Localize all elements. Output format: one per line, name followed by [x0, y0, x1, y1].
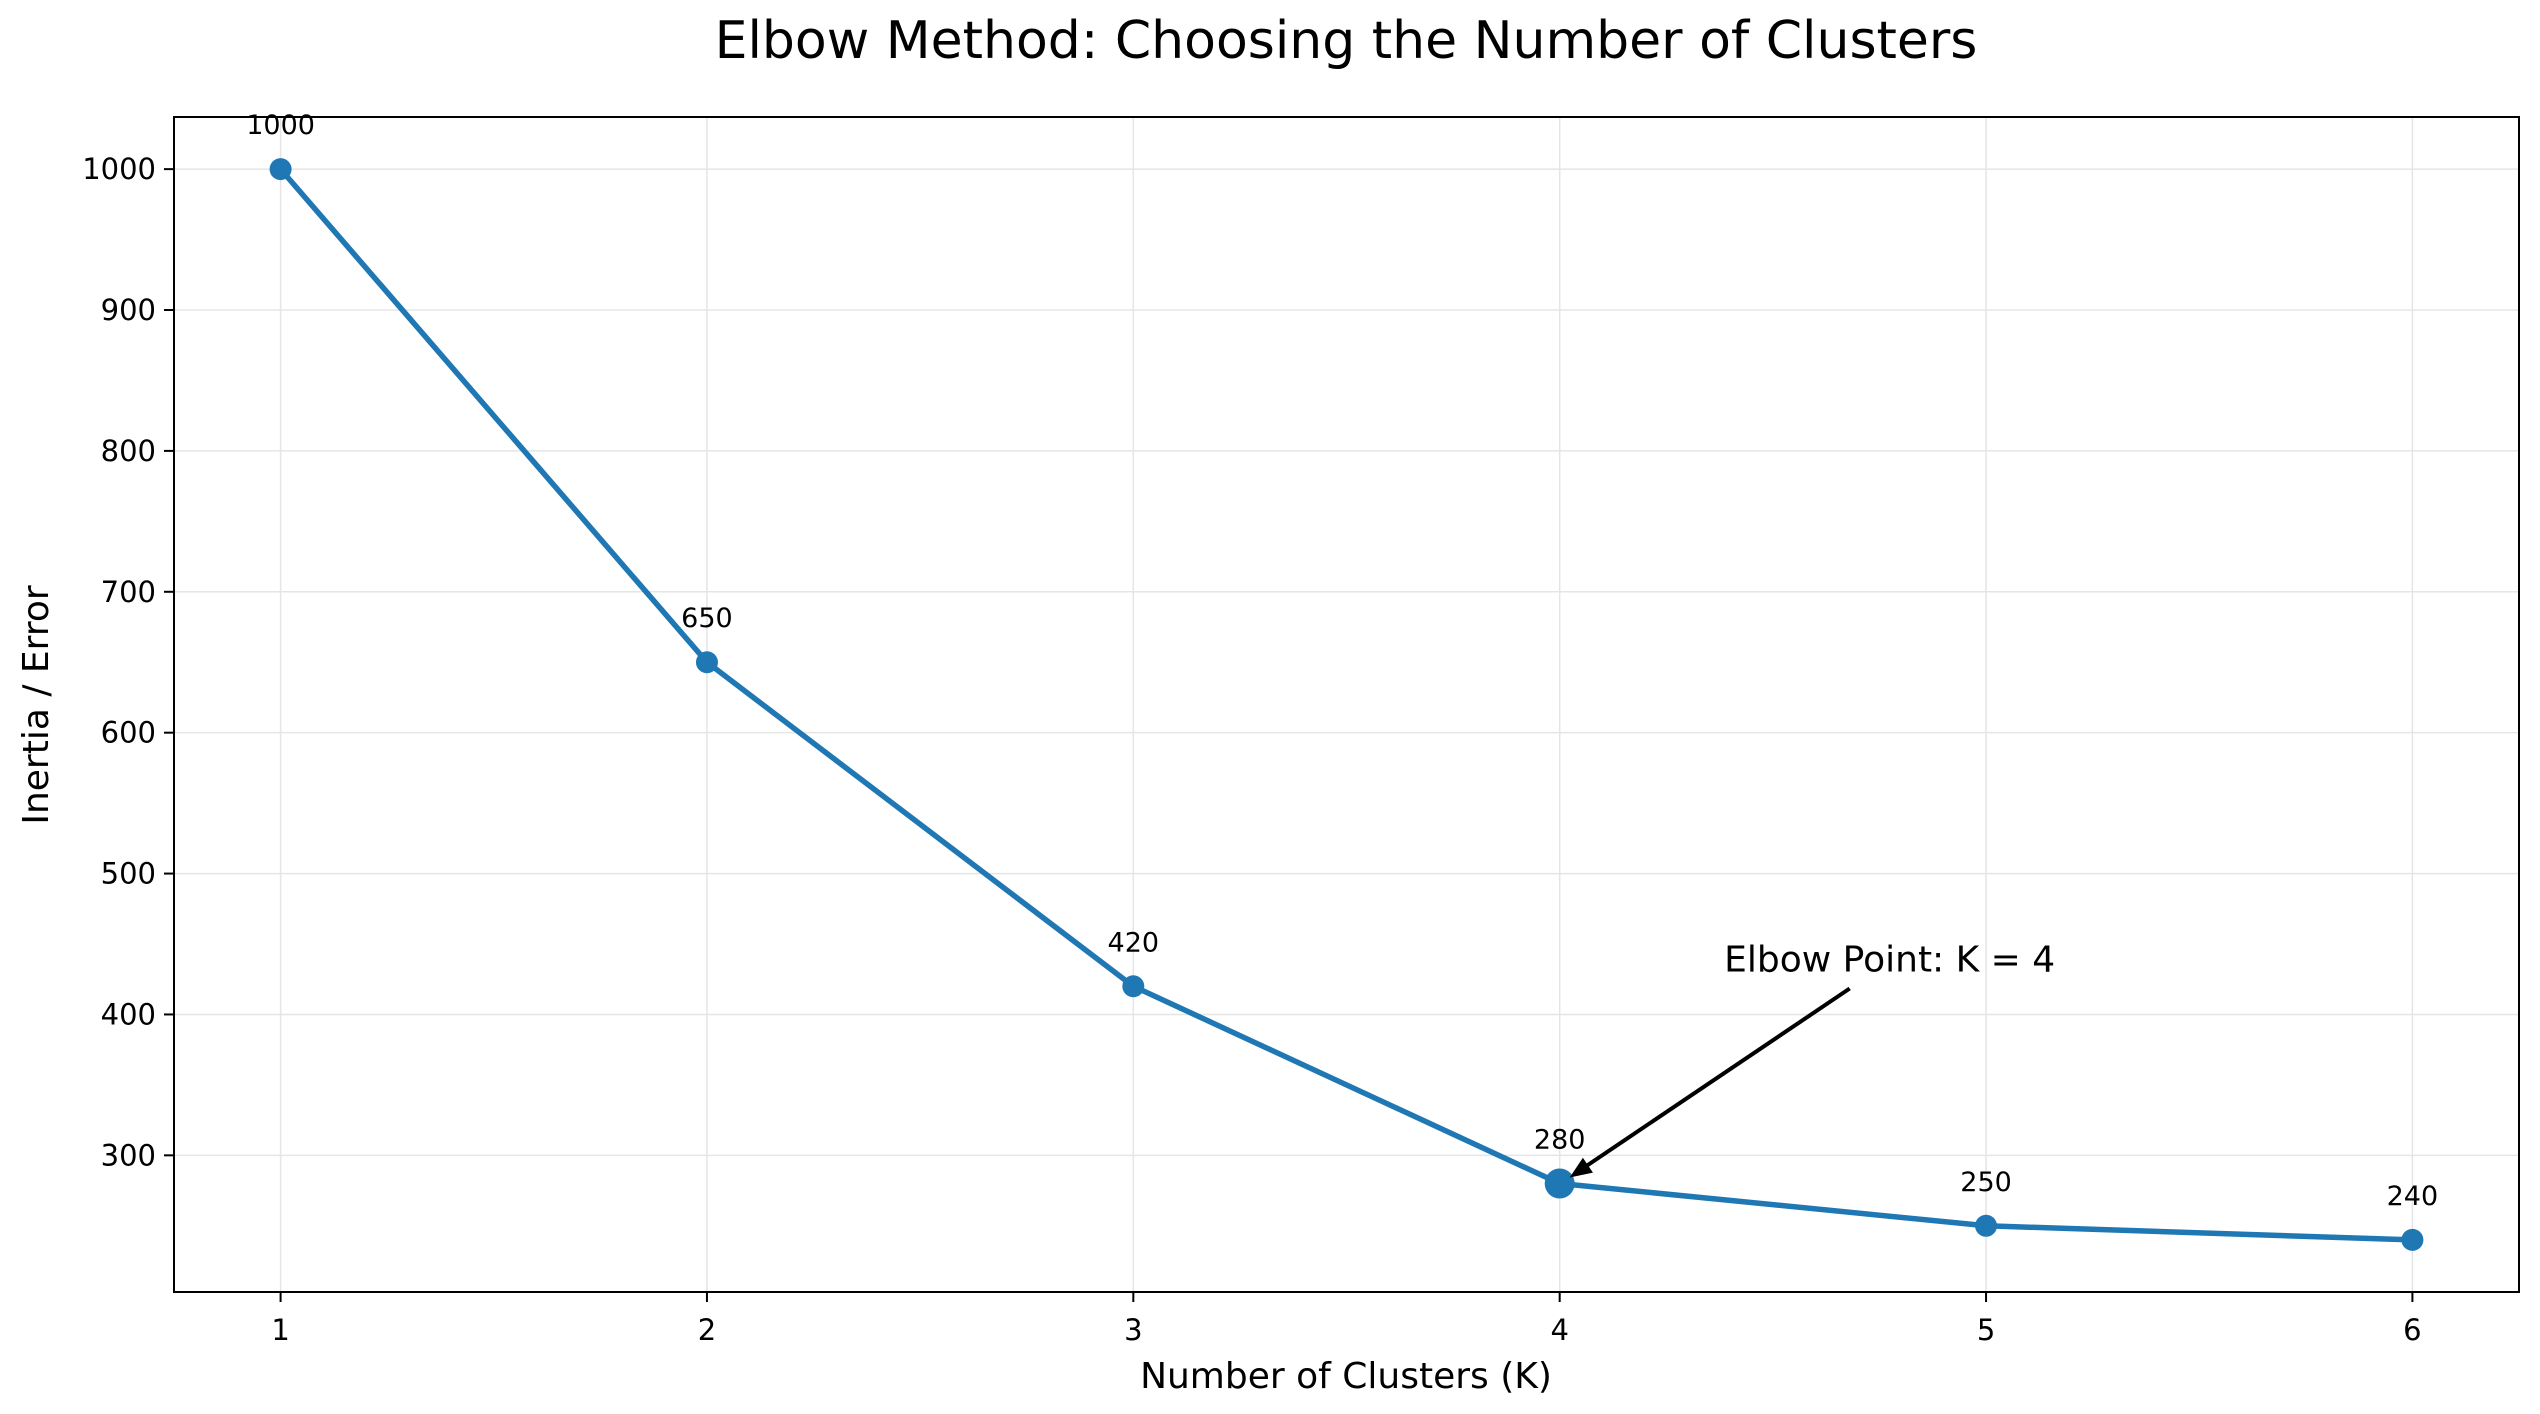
data-point [2401, 1228, 2424, 1251]
y-axis-label: Inertia / Error [16, 585, 57, 825]
chart-title: Elbow Method: Choosing the Number of Clu… [715, 11, 1978, 71]
data-point [695, 651, 718, 674]
x-tick-label: 6 [2403, 1313, 2421, 1347]
x-tick-label: 5 [1977, 1313, 1995, 1347]
data-label: 420 [1108, 927, 1160, 958]
x-axis-label: Number of Clusters (K) [1140, 1356, 1552, 1397]
grid-lines [174, 117, 2519, 1292]
series-layer [269, 158, 2424, 1251]
y-tick-label: 500 [101, 857, 156, 891]
series-line [277, 166, 2416, 1243]
plot-frame [173, 116, 2520, 1293]
annotation-layer: Elbow Point: K = 4 [1569, 940, 2055, 1178]
x-tick-label: 2 [698, 1313, 716, 1347]
data-point [269, 158, 292, 181]
data-label: 240 [2387, 1181, 2439, 1212]
data-label: 250 [1960, 1167, 2012, 1198]
y-tick-label: 400 [101, 997, 156, 1031]
y-tick-label: 800 [101, 434, 156, 468]
annotation-arrow-head [1569, 1157, 1593, 1178]
data-label: 280 [1534, 1125, 1586, 1156]
y-tick-label: 600 [101, 716, 156, 750]
data-point [1975, 1214, 1998, 1237]
data-labels: 1000 650 420 280 250 240 [246, 110, 2438, 1212]
y-tick-label: 900 [101, 293, 156, 327]
y-tick-label: 700 [101, 575, 156, 609]
y-tick-label: 1000 [82, 152, 156, 186]
elbow-point-marker [1544, 1168, 1575, 1199]
annotation-arrow-shaft [1578, 986, 1851, 1173]
data-label: 650 [681, 603, 733, 634]
data-label: 1000 [246, 110, 315, 141]
x-tick-label: 4 [1550, 1313, 1568, 1347]
axis-ticks: 1 2 3 4 5 6 300 400 500 600 700 800 900 1000 [82, 152, 2421, 1347]
elbow-annotation-text: Elbow Point: K = 4 [1724, 940, 2055, 981]
y-tick-label: 300 [101, 1138, 156, 1172]
x-tick-label: 3 [1124, 1313, 1142, 1347]
x-tick-label: 1 [271, 1313, 289, 1347]
data-point [1122, 975, 1145, 998]
